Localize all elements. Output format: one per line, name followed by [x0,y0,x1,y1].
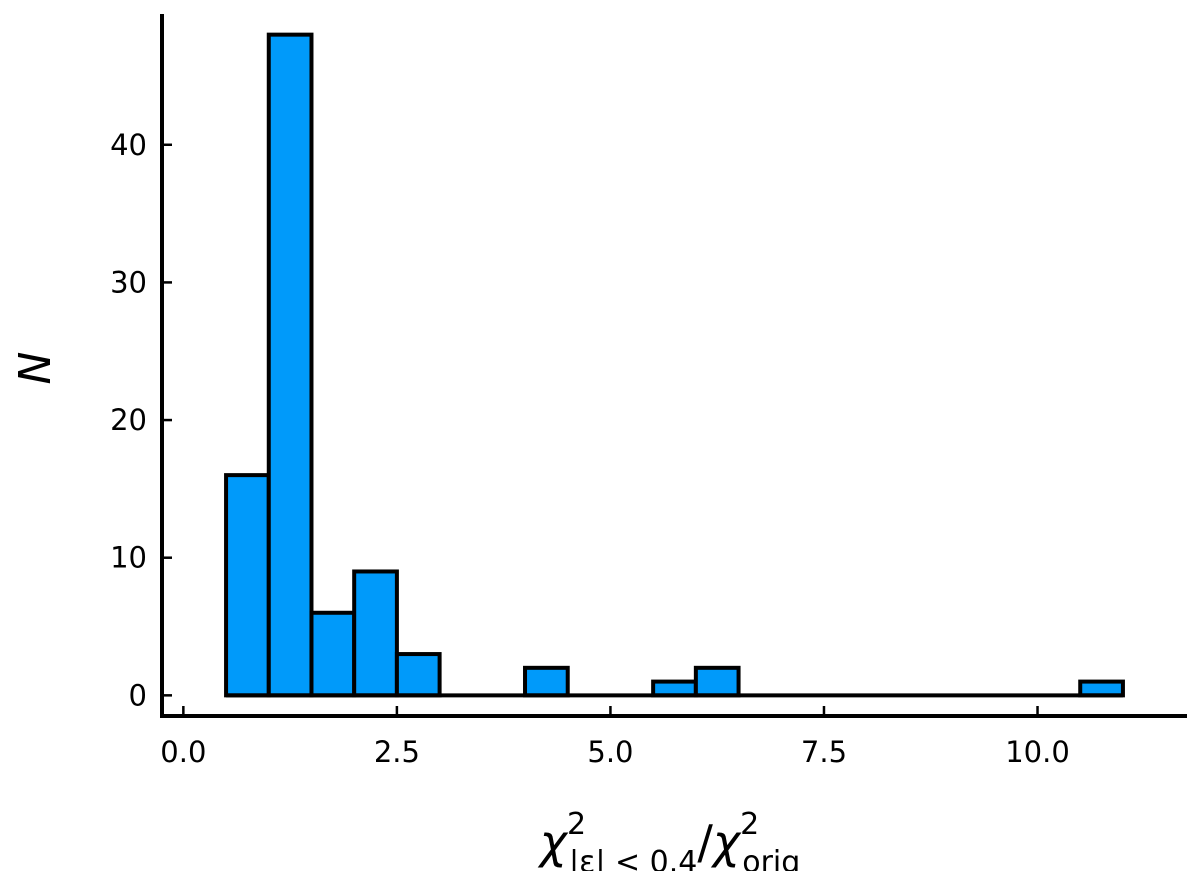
y-tick-label: 30 [110,265,147,299]
histogram-bar [651,679,698,698]
x-tick-label: 0.0 [160,735,206,769]
x-tick-label: 10.0 [1005,735,1070,769]
x-label-slash: / [697,815,713,869]
axes-group [160,14,1187,718]
histogram-bar [693,665,741,698]
histogram-bar [394,652,442,698]
y-axis-label: N [10,352,61,385]
histogram-bar [523,665,570,698]
x-label-sup-2: 2 [740,807,759,842]
y-tick-label: 40 [110,128,147,162]
x-axis-label: χ2 |ε| < 0.4/χ2 orig [537,807,801,871]
bars-group [224,32,1125,698]
x-tick-label: 5.0 [587,735,633,769]
x-label-sup-1: 2 [567,807,586,842]
y-tick-label: 20 [110,403,147,437]
x-label-chi-1: χ [537,815,569,869]
y-tick-label: 10 [110,541,147,575]
x-tick-label: 7.5 [801,735,847,769]
histogram-bar [309,610,357,698]
x-tick-label: 2.5 [374,735,420,769]
x-ticks-group: 0.0 2.5 5.0 7.5 10.0 [160,706,1070,769]
histogram-bar [266,32,314,698]
histogram-bar [1078,679,1125,698]
x-label-sub-1: |ε| < 0.4 [569,845,697,871]
histogram-bar [224,473,271,698]
x-label-chi-2: χ [710,815,742,869]
y-tick-label: 0 [129,678,147,712]
histogram-bar [352,569,399,698]
y-ticks-group: 0 10 20 30 40 [110,128,172,712]
x-label-sub-2: orig [742,845,800,871]
